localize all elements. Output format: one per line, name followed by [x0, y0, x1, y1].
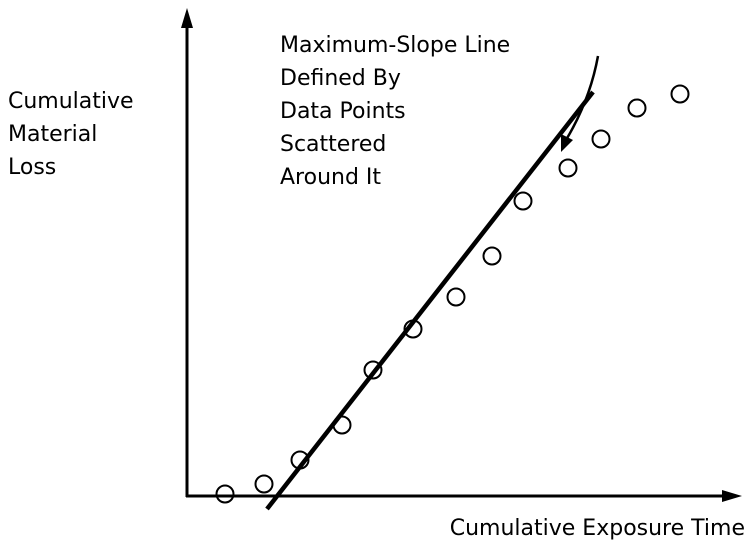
- annotation-line: Maximum-Slope Line: [280, 33, 510, 58]
- annotation-line: Scattered: [280, 132, 386, 157]
- data-point: [627, 98, 647, 118]
- annotation-line: Defined By: [280, 66, 401, 91]
- data-points: [215, 84, 690, 504]
- data-point: [403, 319, 423, 339]
- x-axis-arrow: [722, 490, 742, 502]
- data-point: [591, 129, 611, 149]
- y-axis-label-line: Loss: [8, 155, 56, 180]
- annotation-line: Data Points: [280, 99, 406, 124]
- y-axis-label-line: Material: [8, 122, 97, 147]
- annotation-arrowhead: [561, 134, 573, 152]
- annotation-arrow: [564, 55, 600, 141]
- y-axis-arrow: [181, 8, 193, 28]
- data-point: [215, 484, 235, 504]
- data-point: [513, 191, 533, 211]
- y-axis-label: Cumulative Material Loss: [8, 89, 134, 180]
- data-point: [482, 246, 502, 266]
- data-point: [558, 158, 578, 178]
- data-point: [363, 360, 383, 380]
- data-point: [254, 474, 274, 494]
- annotation-line: Around It: [280, 165, 381, 190]
- annotation: Maximum-Slope Line Defined By Data Points S…: [280, 33, 510, 190]
- max-slope-line: [265, 90, 595, 511]
- x-axis-label: Cumulative Exposure Time: [450, 516, 745, 541]
- data-point: [446, 287, 466, 307]
- data-point: [670, 84, 690, 104]
- y-axis-label-line: Cumulative: [8, 89, 134, 114]
- data-point: [332, 415, 352, 435]
- data-point: [290, 450, 310, 470]
